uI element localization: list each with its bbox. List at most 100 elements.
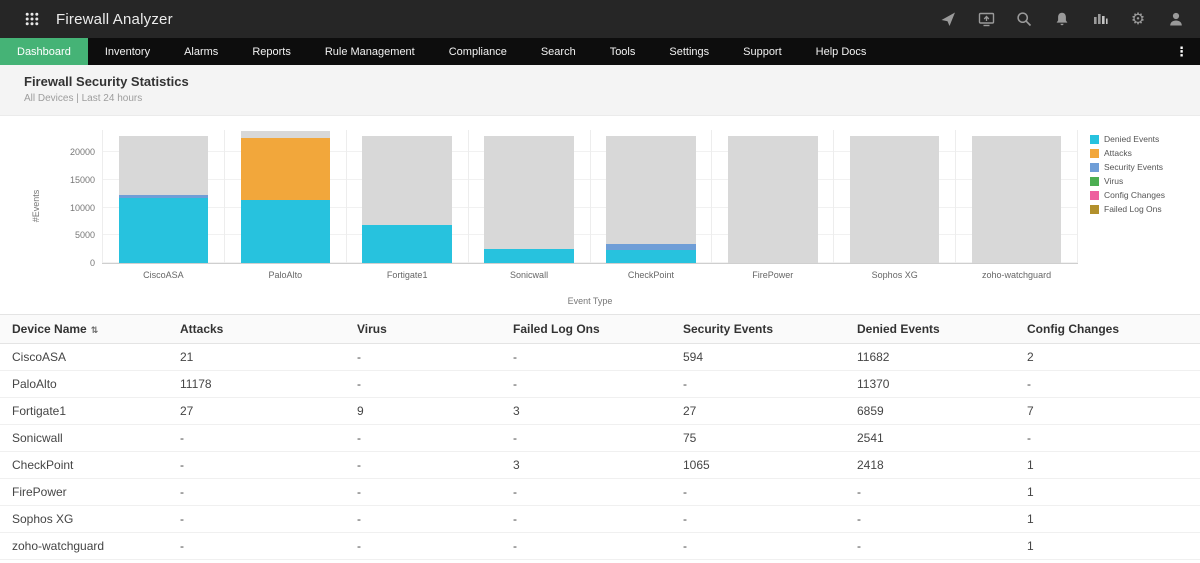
value-cell: 1 (1019, 451, 1200, 479)
table-row-firepower[interactable]: FirePower - - - - -1 (0, 478, 1200, 506)
bell-icon[interactable] (1052, 9, 1072, 29)
legend-label: Config Changes (1104, 190, 1165, 200)
bar-segment-remainder[interactable] (484, 135, 574, 249)
device-name-cell: CheckPoint (0, 451, 172, 479)
value-cell: - (349, 370, 505, 398)
bar-slot-fortigate1: Fortigate1 (345, 130, 468, 280)
send-icon[interactable] (938, 9, 958, 29)
app-grid-icon[interactable] (22, 9, 42, 29)
bar-segment-remainder[interactable] (849, 135, 940, 263)
bar-segment-security-events[interactable] (118, 194, 209, 199)
nav-item-alarms[interactable]: Alarms (184, 45, 219, 58)
device-name-cell: FirePower (0, 478, 172, 506)
bar-segment-denied-events[interactable] (606, 249, 696, 263)
screen-share-icon[interactable] (976, 9, 996, 29)
nav-item-dashboard[interactable]: Dashboard (0, 38, 88, 65)
legend-item-virus[interactable]: Virus (1090, 176, 1190, 186)
legend-item-config-changes[interactable]: Config Changes (1090, 190, 1190, 200)
send-glyph (941, 12, 955, 26)
bar-segment-remainder[interactable] (118, 135, 209, 195)
bar-segment-remainder[interactable] (240, 131, 331, 139)
stacked-bar-zoho-watchguard[interactable] (971, 130, 1062, 263)
value-cell: - (172, 505, 349, 533)
nav-item-search[interactable]: Search (540, 45, 576, 58)
legend-item-failed-log-ons[interactable]: Failed Log Ons (1090, 204, 1190, 214)
stacked-bar-sonicwall[interactable] (484, 130, 574, 263)
audio-levels-icon[interactable] (1090, 9, 1110, 29)
bar-segment-remainder[interactable] (362, 135, 452, 225)
nav-item-help-docs[interactable]: Help Docs (815, 45, 867, 58)
legend-swatch (1090, 190, 1099, 200)
page-header: Firewall Security Statistics All Devices… (0, 65, 1200, 116)
nav-items: Dashboard Inventory Alarms Reports Rule Mana… (0, 38, 1163, 65)
bar-segment-security-events[interactable] (606, 243, 696, 250)
bar-segment-remainder[interactable] (971, 135, 1062, 263)
bar-segment-denied-events[interactable] (240, 200, 331, 263)
device-stats-table-wrap: Device Name ⇅ Attacks Virus Failed Log Ons Se… (0, 314, 1200, 560)
stacked-bar-ciscoasa[interactable] (118, 130, 209, 263)
bar-segment-remainder[interactable] (606, 135, 696, 244)
nav-item-inventory[interactable]: Inventory (104, 45, 151, 58)
value-cell: 27 (675, 397, 849, 425)
bar-slot-checkpoint: CheckPoint (589, 130, 712, 280)
legend-swatch (1090, 204, 1099, 214)
value-cell: - (505, 505, 675, 533)
nav-item-rule-management[interactable]: Rule Management (324, 45, 415, 58)
legend-item-denied-events[interactable]: Denied Events (1090, 134, 1190, 144)
column-header-device-name[interactable]: Device Name ⇅ (0, 314, 172, 344)
legend-item-security-events[interactable]: Security Events (1090, 162, 1190, 172)
page-title: Firewall Security Statistics (24, 74, 189, 89)
nav-item-tools[interactable]: Tools (609, 45, 636, 58)
table-row-paloalto[interactable]: PaloAlto 11178- - -11370- (0, 370, 1200, 398)
legend-label: Failed Log Ons (1104, 204, 1162, 214)
user-avatar-glyph (1170, 12, 1182, 26)
value-cell: - (849, 505, 1019, 533)
bar-segment-denied-events[interactable] (362, 225, 452, 263)
column-header-virus[interactable]: Virus (349, 314, 505, 344)
stacked-bar-checkpoint[interactable] (606, 130, 696, 263)
device-name-cell: CiscoASA (0, 343, 172, 371)
value-cell: - (172, 424, 349, 452)
category-label: Fortigate1 (386, 270, 428, 280)
legend-item-attacks[interactable]: Attacks (1090, 148, 1190, 158)
bar-segment-denied-events[interactable] (118, 198, 209, 263)
stacked-bar-firepower[interactable] (728, 130, 818, 263)
y-tick-label: 15000 (69, 174, 95, 185)
search-icon[interactable] (1014, 9, 1034, 29)
app-grid-glyph (25, 12, 39, 26)
nav-item-settings[interactable]: Settings (669, 45, 710, 58)
column-header-denied-events[interactable]: Denied Events (849, 314, 1019, 344)
sort-icon[interactable]: ⇅ (90, 325, 99, 335)
value-cell: - (849, 532, 1019, 560)
legend-label: Virus (1104, 176, 1124, 186)
stacked-bar-fortigate1[interactable] (362, 130, 452, 263)
table-row-sonicwall[interactable]: Sonicwall - - -75 2541- (0, 424, 1200, 452)
gear-icon[interactable]: ⚙ (1130, 11, 1146, 28)
bar-segment-attacks[interactable] (240, 138, 331, 200)
nav-item-compliance[interactable]: Compliance (448, 45, 507, 58)
value-cell: - (349, 424, 505, 452)
bar-segment-remainder[interactable] (728, 135, 818, 263)
column-header-security-events[interactable]: Security Events (675, 314, 849, 344)
table-row-zoho-watchguard[interactable]: zoho-watchguard - - - - -1 (0, 532, 1200, 560)
table-row-sophos-xg[interactable]: Sophos XG - - - - -1 (0, 505, 1200, 533)
value-cell: - (505, 532, 675, 560)
user-avatar-icon[interactable] (1166, 9, 1186, 29)
nav-overflow-icon[interactable]: ⋮ (1175, 43, 1188, 59)
device-name-cell: Fortigate1 (0, 397, 172, 425)
stacked-bar-paloalto[interactable] (240, 130, 331, 263)
table-row-fortigate1[interactable]: Fortigate1 27 9 3 27 6859 7 (0, 397, 1200, 425)
nav-item-support[interactable]: Support (743, 45, 782, 58)
stacked-bar-sophos-xg[interactable] (849, 130, 940, 263)
category-label: Sonicwall (510, 270, 549, 280)
bar-segment-denied-events[interactable] (484, 248, 574, 263)
value-cell: - (349, 532, 505, 560)
value-cell: 27 (172, 397, 349, 425)
nav-item-reports[interactable]: Reports (252, 45, 291, 58)
column-header-attacks[interactable]: Attacks (172, 314, 349, 344)
table-row-ciscoasa[interactable]: CiscoASA 21- -594 11682 2 (0, 343, 1200, 371)
table-row-checkpoint[interactable]: CheckPoint - -3 1065 2418 1 (0, 451, 1200, 479)
column-header-config-changes[interactable]: Config Changes (1019, 314, 1200, 344)
column-header-failed-log-ons[interactable]: Failed Log Ons (505, 314, 675, 344)
value-cell: - (675, 478, 849, 506)
